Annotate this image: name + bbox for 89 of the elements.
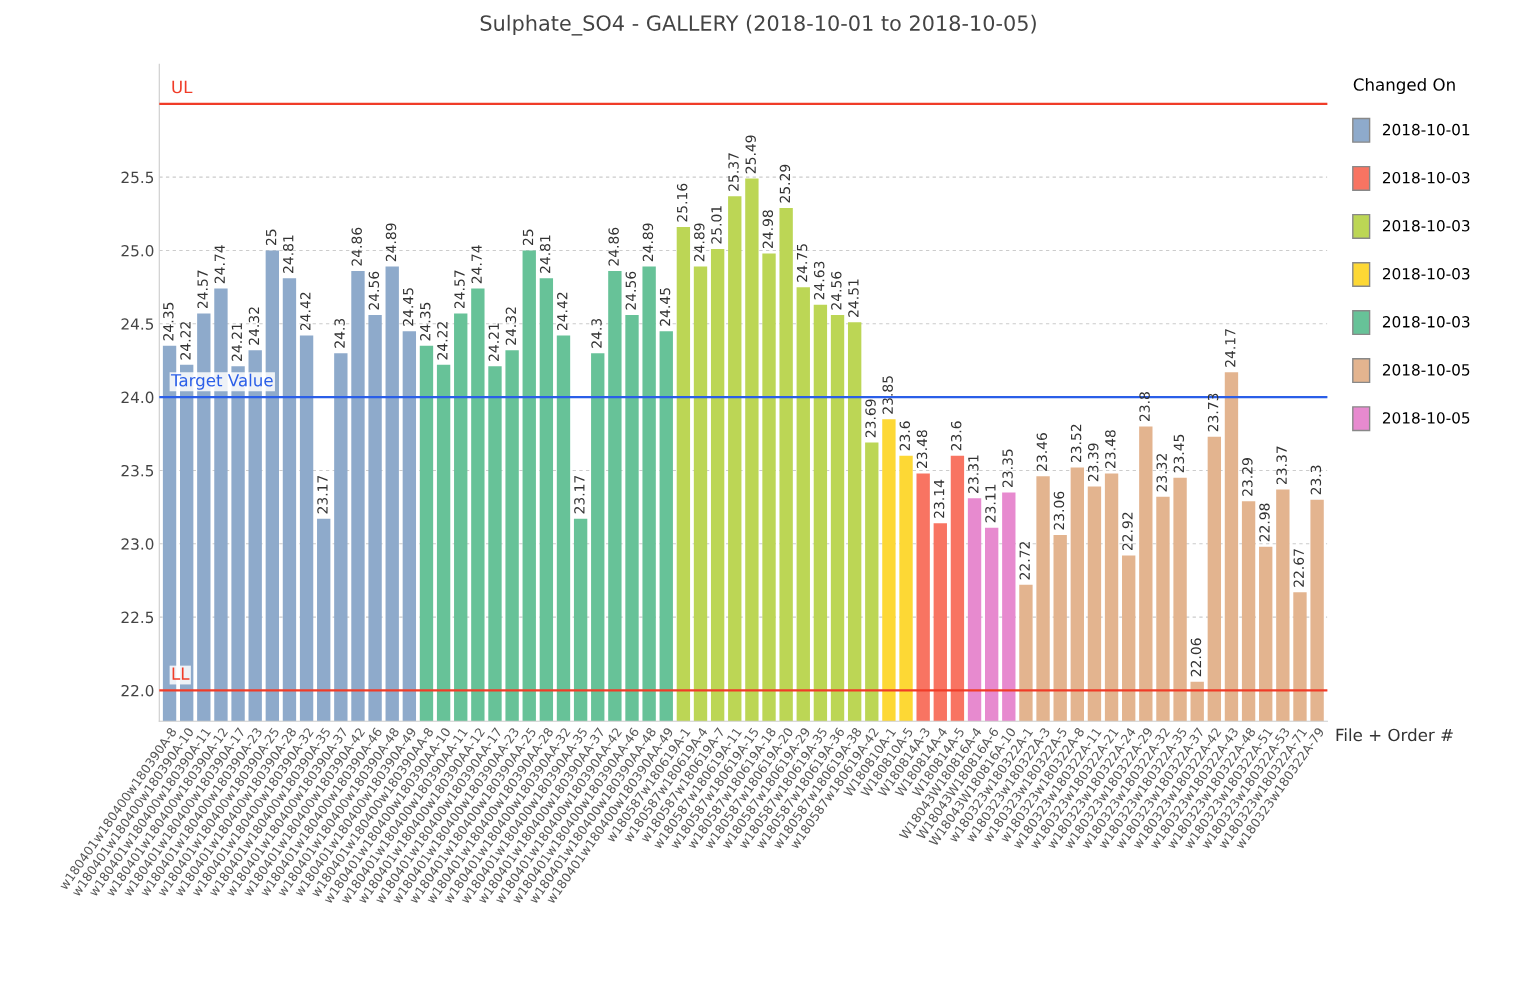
data-label: 24.74	[471, 245, 482, 284]
data-label: 24.3	[591, 318, 602, 348]
chart-title: Sulphate_SO4 - GALLERY (2018-10-01 to 2018-10-05)	[480, 14, 1036, 36]
legend-title: Changed On	[1353, 77, 1455, 95]
data-label: 24.32	[505, 307, 517, 345]
data-label: 23.17	[574, 475, 585, 514]
data-label: 25.16	[676, 183, 688, 222]
data-label: 23.37	[1276, 446, 1287, 485]
y-tick-label: 22.5	[121, 611, 154, 624]
data-label: 24.75	[796, 244, 808, 282]
data-label: 24.57	[454, 270, 465, 309]
data-label: 24.51	[848, 279, 859, 317]
data-label: 24.89	[694, 223, 705, 262]
data-label: 24.57	[197, 270, 208, 309]
data-label: 22.67	[1293, 549, 1304, 587]
legend-label: 2018-10-03	[1382, 316, 1470, 328]
data-label: 23.3	[1310, 465, 1322, 495]
data-label: 24.42	[300, 292, 311, 331]
ref-line-label: Target Value	[170, 373, 273, 390]
y-tick-label: 24.5	[121, 318, 154, 330]
data-label: 24.17	[1224, 329, 1236, 367]
data-label: 23.46	[1036, 433, 1048, 471]
data-label: 23.11	[985, 484, 996, 523]
legend-label: 2018-10-05	[1382, 364, 1470, 376]
data-label: 24.89	[642, 223, 654, 262]
ref-line-label: UL	[172, 80, 193, 94]
data-label: 24.21	[231, 323, 242, 361]
data-label: 22.92	[1122, 512, 1133, 551]
ref-line-label: LL	[172, 667, 190, 680]
data-label: 23.31	[968, 455, 979, 493]
data-label: 25.29	[779, 164, 791, 203]
data-label: 24.21	[488, 323, 499, 361]
data-label: 25.49	[745, 135, 756, 174]
data-label: 23.48	[1105, 430, 1116, 468]
data-label: 22.98	[1259, 503, 1270, 542]
data-label: 23.06	[1053, 491, 1065, 530]
data-label: 23.6	[950, 421, 962, 451]
data-label: 24.42	[557, 292, 568, 331]
legend-label: 2018-10-03	[1382, 219, 1470, 232]
data-label: 24.22	[180, 322, 191, 360]
legend-label: 2018-10-03	[1382, 268, 1470, 280]
data-label: 24.35	[163, 302, 174, 341]
data-label: 24.81	[282, 235, 294, 273]
data-label: 24.45	[402, 288, 414, 326]
y-tick-label: 25.5	[121, 171, 154, 184]
data-label: 23.17	[317, 475, 328, 514]
data-label: 23.35	[1002, 449, 1013, 488]
data-label: 25.01	[711, 206, 722, 244]
y-tick-label: 22.0	[121, 684, 154, 697]
data-label: 24.56	[625, 271, 637, 310]
data-label: 22.06	[1190, 638, 1202, 677]
legend-label: 2018-10-01	[1382, 123, 1470, 136]
y-tick-label: 23.5	[121, 464, 154, 477]
data-label: 25.37	[728, 153, 739, 191]
data-label: 24.86	[351, 227, 362, 266]
data-label: 23.45	[1173, 434, 1185, 473]
data-label: 23.8	[1139, 392, 1150, 422]
data-label: 24.86	[608, 227, 619, 266]
legend-label: 2018-10-05	[1382, 412, 1470, 424]
data-label: 24.56	[368, 271, 380, 310]
data-label: 24.81	[539, 235, 551, 273]
data-label: 24.22	[437, 322, 448, 360]
data-label: 24.35	[420, 302, 431, 341]
data-label: 24.56	[831, 271, 842, 310]
y-tick-label: 24.0	[121, 391, 154, 404]
data-label: 23.73	[1207, 393, 1219, 432]
legend-label: 2018-10-03	[1382, 171, 1470, 184]
data-label: 23.52	[1070, 424, 1082, 463]
data-label: 24.89	[385, 223, 397, 262]
data-label: 23.32	[1156, 454, 1167, 492]
data-label: 23.39	[1087, 443, 1099, 482]
data-label: 23.69	[865, 399, 876, 438]
data-label: 25	[522, 229, 534, 246]
data-label: 24.3	[334, 318, 345, 348]
y-tick-label: 23.0	[121, 538, 154, 550]
data-label: 23.48	[916, 430, 928, 468]
data-label: 25	[265, 229, 277, 246]
data-label: 23.6	[899, 421, 911, 451]
data-label: 23.14	[933, 479, 945, 518]
data-label: 23.29	[1242, 458, 1253, 496]
data-label: 24.45	[659, 288, 671, 326]
data-label: 22.72	[1019, 542, 1030, 580]
data-label: 24.32	[248, 307, 260, 345]
y-tick-label: 25.0	[121, 244, 154, 257]
data-label: 23.85	[882, 376, 893, 414]
data-label: 24.74	[214, 245, 225, 284]
data-label: 24.98	[762, 210, 774, 248]
data-label: 24.63	[813, 261, 825, 300]
x-axis-title: File + Order #	[1336, 728, 1453, 742]
